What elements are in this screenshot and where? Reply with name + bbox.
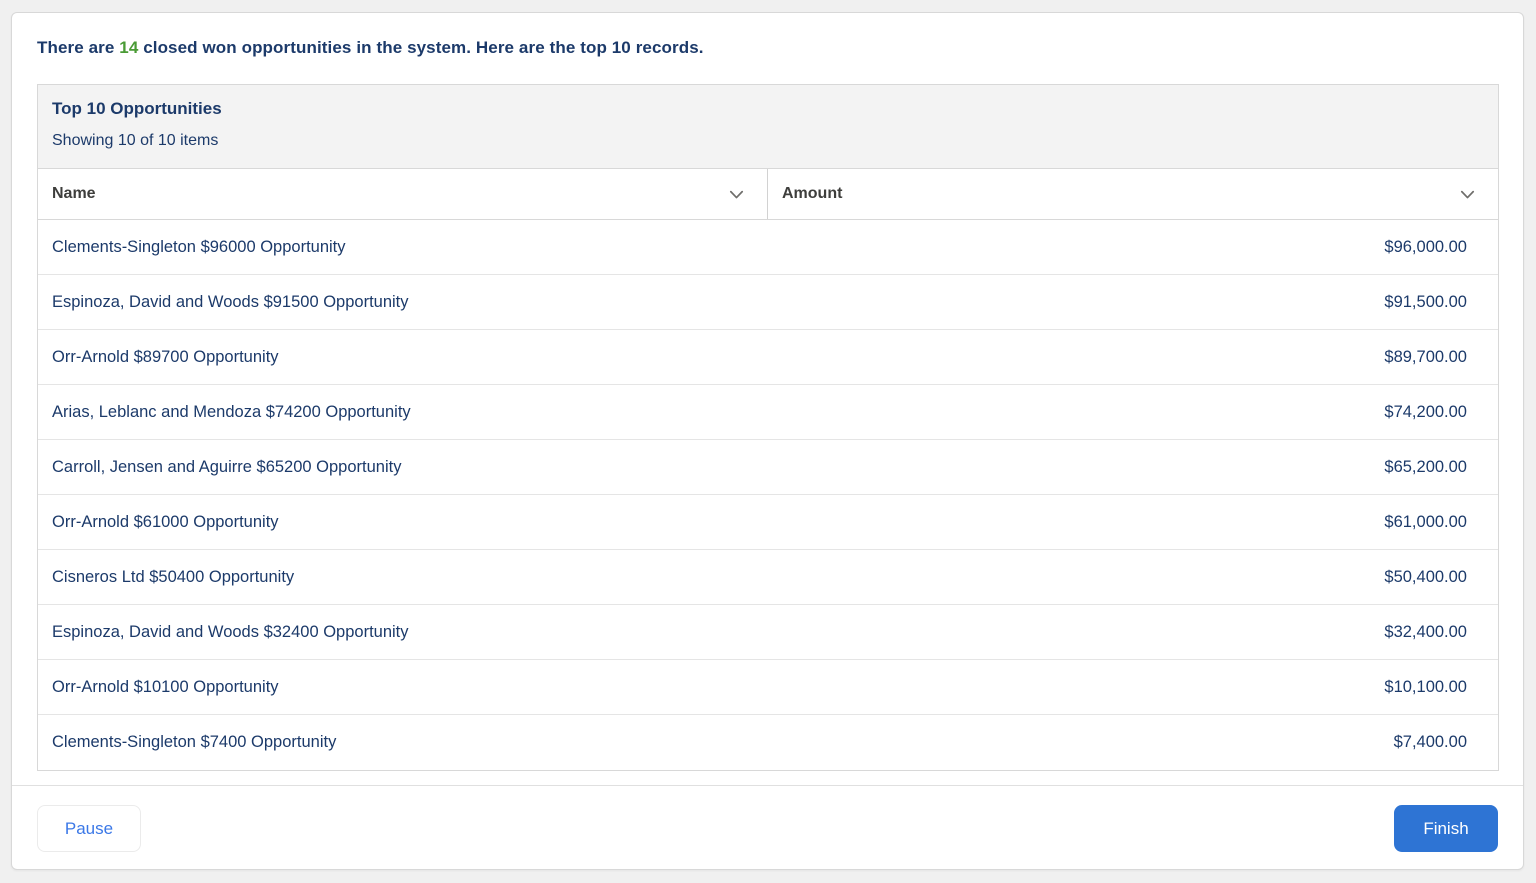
opportunity-amount-cell: $7,400.00 <box>1393 733 1467 751</box>
table-row: Espinoza, David and Woods $32400 Opportu… <box>38 605 1498 660</box>
opportunity-name-cell: Orr-Arnold $61000 Opportunity <box>52 512 279 531</box>
opportunities-card: Top 10 Opportunities Showing 10 of 10 it… <box>37 84 1499 771</box>
intro-text: There are 14 closed won opportunities in… <box>37 37 1499 59</box>
closed-won-count: 14 <box>119 38 139 57</box>
finish-button[interactable]: Finish <box>1394 805 1498 852</box>
opportunity-amount-cell: $50,400.00 <box>1384 567 1467 586</box>
opportunity-name-cell: Clements-Singleton $7400 Opportunity <box>52 733 337 751</box>
pause-button[interactable]: Pause <box>37 805 141 852</box>
table-row: Orr-Arnold $89700 Opportunity $89,700.00 <box>38 330 1498 385</box>
column-header-amount-label: Amount <box>782 185 843 202</box>
opportunity-name-cell: Orr-Arnold $10100 Opportunity <box>52 677 279 696</box>
opportunity-name-cell: Espinoza, David and Woods $32400 Opportu… <box>52 622 409 641</box>
opportunity-amount-cell: $74,200.00 <box>1384 402 1467 421</box>
table-row: Clements-Singleton $7400 Opportunity $7,… <box>38 715 1498 770</box>
panel-body: There are 14 closed won opportunities in… <box>12 13 1523 771</box>
opportunity-amount-cell: $10,100.00 <box>1384 677 1467 696</box>
opportunity-amount-cell: $89,700.00 <box>1384 347 1467 366</box>
table-row: Clements-Singleton $96000 Opportunity $9… <box>38 220 1498 275</box>
opportunity-amount-cell: $61,000.00 <box>1384 512 1467 531</box>
card-title: Top 10 Opportunities <box>52 99 222 118</box>
opportunity-amount-cell: $32,400.00 <box>1384 622 1467 641</box>
opportunity-name-cell: Espinoza, David and Woods $91500 Opportu… <box>52 292 409 311</box>
opportunity-name-cell: Clements-Singleton $96000 Opportunity <box>52 237 346 256</box>
table-body: Clements-Singleton $96000 Opportunity $9… <box>38 220 1498 770</box>
table-row: Cisneros Ltd $50400 Opportunity $50,400.… <box>38 550 1498 605</box>
opportunity-amount-cell: $96,000.00 <box>1384 237 1467 256</box>
table-row: Arias, Leblanc and Mendoza $74200 Opport… <box>38 385 1498 440</box>
column-header-name[interactable]: Name <box>38 169 768 219</box>
chevron-down-icon[interactable] <box>727 185 746 204</box>
footer-bar: Pause Finish <box>12 785 1523 872</box>
intro-suffix: closed won opportunities in the system. … <box>138 38 704 57</box>
chevron-down-icon[interactable] <box>1458 185 1477 204</box>
opportunity-name-cell: Orr-Arnold $89700 Opportunity <box>52 347 279 366</box>
column-header-amount[interactable]: Amount <box>768 169 1498 219</box>
opportunity-amount-cell: $65,200.00 <box>1384 457 1467 476</box>
items-count-text: Showing 10 of 10 items <box>52 132 219 149</box>
table-row: Espinoza, David and Woods $91500 Opportu… <box>38 275 1498 330</box>
table-row: Orr-Arnold $10100 Opportunity $10,100.00 <box>38 660 1498 715</box>
table-row: Orr-Arnold $61000 Opportunity $61,000.00 <box>38 495 1498 550</box>
table-header-row: Name Amount <box>38 169 1498 220</box>
opportunity-name-cell: Arias, Leblanc and Mendoza $74200 Opport… <box>52 402 411 421</box>
opportunity-name-cell: Cisneros Ltd $50400 Opportunity <box>52 567 295 586</box>
intro-prefix: There are <box>37 38 120 57</box>
card-header: Top 10 Opportunities Showing 10 of 10 it… <box>38 85 1498 169</box>
column-header-name-label: Name <box>52 185 96 202</box>
flow-screen-panel: There are 14 closed won opportunities in… <box>11 12 1524 870</box>
opportunity-name-cell: Carroll, Jensen and Aguirre $65200 Oppor… <box>52 457 402 476</box>
table-row: Carroll, Jensen and Aguirre $65200 Oppor… <box>38 440 1498 495</box>
opportunity-amount-cell: $91,500.00 <box>1384 292 1467 311</box>
